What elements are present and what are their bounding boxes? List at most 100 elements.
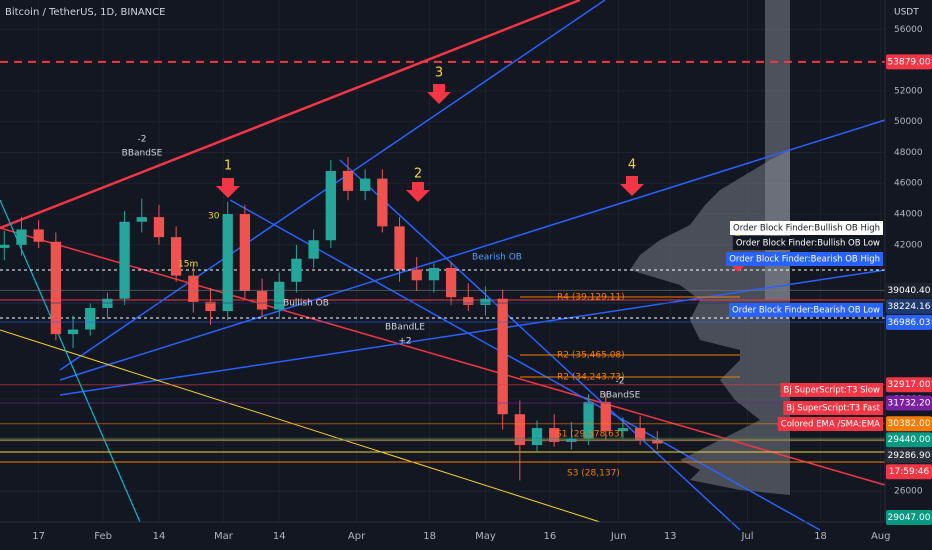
indicator-label-box	[728, 303, 883, 317]
candle-body	[428, 267, 440, 281]
candle-body	[549, 428, 560, 442]
trend-line	[0, 199, 141, 523]
annotation: BBandSE	[122, 149, 163, 159]
indicator-label: Colored EMA /SMA:EMA	[781, 420, 880, 430]
candle-body	[239, 214, 251, 292]
candle-body	[480, 298, 491, 305]
price-badge	[886, 314, 932, 330]
x-tick-label: Apr	[348, 531, 366, 542]
candle-body	[360, 178, 371, 191]
candle-body	[33, 229, 44, 242]
y-tick-label: 56000	[894, 25, 923, 35]
x-tick-label: 18	[814, 531, 827, 542]
countdown-label: 17:59:46	[889, 467, 930, 477]
x-tick-label: 14	[153, 531, 166, 542]
price-badge-label: 29440.00	[888, 435, 931, 445]
indicator-label: Order Block Finder:Bearish OB High	[729, 255, 880, 265]
price-badges: 53879.00 39040.40 38224.16 36986.03 32917.00…	[886, 54, 932, 525]
annotation: BBandLE	[385, 323, 425, 333]
x-tick-label: Jul	[740, 531, 753, 542]
price-badge	[886, 395, 932, 411]
annotation: 3	[435, 66, 443, 81]
candles	[0, 157, 663, 481]
axis-unit: USDT	[894, 8, 919, 18]
y-tick-label: 42000	[894, 240, 923, 250]
price-badge-label: 32917.00	[888, 380, 931, 390]
price-badge-label: 30382.00	[888, 419, 931, 429]
candle-body	[67, 329, 79, 335]
candle-body	[325, 170, 336, 241]
arrow	[427, 84, 451, 104]
candle-body	[136, 217, 147, 222]
candle-body	[119, 221, 130, 299]
price-badge	[886, 298, 932, 314]
y-tick-label: 48000	[894, 148, 923, 158]
annotation: 15m	[178, 260, 198, 270]
trend-line	[0, 329, 601, 523]
candle-body	[16, 229, 27, 245]
indicator-labels: Order Block Finder:Bullish OB High Order …	[726, 221, 883, 431]
price-badge-label: 38224.16	[888, 302, 931, 312]
indicator-label: Order Block Finder:Bearish OB Low	[732, 306, 880, 316]
indicator-label: Order Block Finder:Bullish OB High	[733, 224, 880, 234]
indicator-label: Bj SuperScript:T3 Slow	[783, 386, 880, 396]
candle-body	[342, 170, 354, 191]
y-tick-label: 44000	[894, 210, 923, 220]
candle-body	[394, 226, 405, 270]
last-price-badge	[886, 510, 932, 525]
candle-body	[531, 428, 543, 446]
price-badge	[886, 448, 932, 464]
candle-body	[274, 281, 285, 310]
pivot-label: R2 (34,243.73)	[557, 373, 625, 383]
chart-title: Bitcoin / TetherUS, 1D, BINANCE	[5, 7, 165, 18]
x-tick-label: 13	[664, 531, 677, 542]
candle-body	[377, 178, 388, 227]
annotation: BBandSE	[600, 391, 641, 401]
annotation: Bullish OB	[283, 299, 329, 309]
candle-body	[256, 291, 268, 310]
candle-body	[583, 401, 594, 439]
x-tick-label: 18	[423, 531, 436, 542]
pivot-label: S1 (29,578.63)	[556, 430, 623, 440]
countdown-badge	[886, 464, 932, 480]
pivot-label: S3 (28,137)	[567, 469, 620, 479]
indicator-label-box	[777, 417, 883, 431]
candle-body	[445, 267, 457, 298]
annotation: 4	[628, 158, 636, 173]
indicator-label-box	[730, 221, 883, 235]
x-tick-label: 14	[273, 531, 286, 542]
y-tick-label: 50000	[894, 117, 923, 127]
x-tick-label: Aug	[871, 531, 891, 542]
y-tick-label: 26000	[894, 487, 923, 497]
candle-body	[205, 301, 216, 312]
price-badge-label: 39040.40	[888, 286, 931, 296]
arrow	[216, 178, 240, 198]
candle-body	[50, 241, 62, 335]
trend-line	[339, 159, 741, 531]
indicator-label-box	[783, 401, 883, 415]
pivot-label: R2 (35,465.08)	[557, 351, 625, 361]
price-badge-label: 31732.20	[888, 398, 931, 408]
candle-body	[0, 244, 10, 248]
y-tick-label: 46000	[894, 179, 923, 189]
x-tick-label: 16	[544, 531, 557, 542]
price-badge	[886, 54, 932, 70]
candle-body	[652, 440, 663, 444]
indicator-label-box	[780, 383, 883, 397]
price-lines	[0, 60, 885, 442]
arrow	[406, 182, 430, 202]
candle-body	[463, 297, 474, 305]
annotation: -2	[138, 135, 147, 145]
candle-body	[514, 414, 525, 446]
annotation: -2	[616, 377, 625, 387]
candle-body	[153, 217, 165, 238]
indicator-label-box	[726, 252, 883, 266]
x-tick-label: Feb	[94, 531, 112, 542]
candle-body	[308, 240, 319, 259]
price-badge-label: 29286.90	[888, 451, 931, 461]
price-badge	[886, 377, 932, 393]
price-badge-label: 36986.03	[888, 318, 931, 328]
candle-body	[222, 214, 233, 312]
